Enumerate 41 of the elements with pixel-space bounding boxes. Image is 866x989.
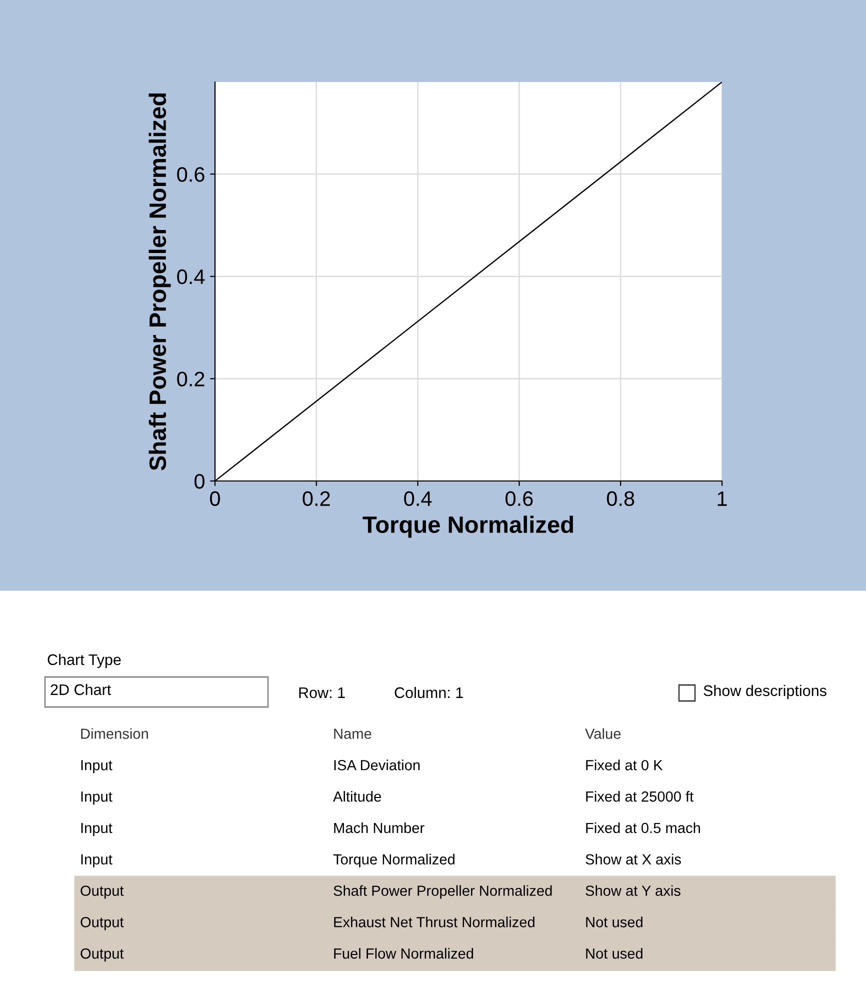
text: Output <box>80 948 124 962</box>
x-axis-title: Torque Normalized <box>362 516 573 538</box>
text: Not used <box>586 916 642 928</box>
y-tick-label: 0.4 <box>177 269 205 284</box>
text: Exhaust Net Thrust Normalized <box>334 916 534 928</box>
text: Mach Number <box>334 822 424 834</box>
text: 2D Chart <box>50 684 112 696</box>
text: Input <box>81 792 112 805</box>
text: Fixed at 25000 ft <box>586 791 694 802</box>
text: Dimension <box>81 728 148 739</box>
text: Value <box>585 728 621 739</box>
x-tick-label: 1 <box>718 491 727 506</box>
text: Fuel Flow Normalized <box>334 948 474 959</box>
text: Output <box>80 916 124 930</box>
text: Chart Type <box>48 654 121 668</box>
x-tick-label: 0.8 <box>606 491 634 506</box>
text: Shaft Power Propeller Normalized <box>334 885 552 899</box>
text: Column: 1 <box>394 686 463 698</box>
y-tick-label: 0 <box>194 474 204 489</box>
text: ISA Deviation <box>334 760 420 770</box>
x-tick-label: 0 <box>210 491 220 506</box>
text: Input <box>81 760 112 774</box>
text: Not used <box>586 948 642 959</box>
x-tick-label: 0.2 <box>302 491 330 506</box>
text: Row: 1 <box>299 687 345 698</box>
text: Torque Normalized <box>333 854 454 868</box>
text: Name <box>334 728 372 739</box>
y-tick-label: 0.6 <box>177 167 204 182</box>
text: Altitude <box>333 791 381 802</box>
y-axis-title: Shaft Power Propeller Normalized <box>148 93 171 470</box>
text: Input <box>81 822 112 836</box>
text: Show at X axis <box>586 854 681 865</box>
text: Fixed at 0 K <box>586 760 663 770</box>
text: Show at Y axis <box>586 885 680 896</box>
text: Fixed at 0.5 mach <box>586 822 700 834</box>
text: Input <box>81 854 112 868</box>
x-tick-label: 0.6 <box>506 491 533 506</box>
text: Show descriptions <box>704 684 826 700</box>
text: Output <box>80 886 124 899</box>
y-tick-label: 0.2 <box>177 372 204 386</box>
x-tick-label: 0.4 <box>404 491 432 506</box>
